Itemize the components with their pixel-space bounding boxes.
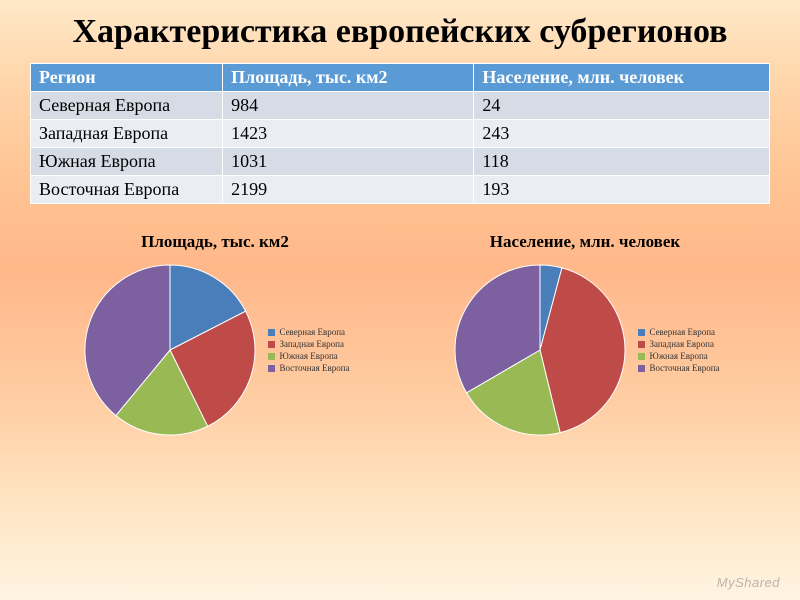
legend-swatch bbox=[268, 365, 275, 372]
chart-pop-box: Население, млн. человек Северная Европа З… bbox=[405, 232, 765, 440]
table-cell: Южная Европа bbox=[31, 148, 223, 176]
chart-pop-pie bbox=[450, 260, 630, 440]
legend-swatch bbox=[638, 365, 645, 372]
legend-swatch bbox=[268, 353, 275, 360]
table-row: Южная Европа1031118 bbox=[31, 148, 770, 176]
legend-swatch bbox=[268, 341, 275, 348]
chart-area-box: Площадь, тыс. км2 Северная Европа Западна… bbox=[35, 232, 395, 440]
chart-pop-body: Северная Европа Западная Европа Южная Евро… bbox=[450, 260, 719, 440]
legend-item: Восточная Европа bbox=[638, 363, 719, 373]
chart-pop-title: Население, млн. человек bbox=[490, 232, 680, 252]
legend-label: Северная Европа bbox=[279, 327, 345, 337]
table-cell: 24 bbox=[474, 92, 770, 120]
table-row: Западная Европа1423243 bbox=[31, 120, 770, 148]
legend-item: Западная Европа bbox=[638, 339, 719, 349]
table-cell: 1031 bbox=[223, 148, 474, 176]
table-row: Восточная Европа2199193 bbox=[31, 176, 770, 204]
charts-container: Площадь, тыс. км2 Северная Европа Западна… bbox=[30, 232, 770, 440]
table-body: Северная Европа98424Западная Европа14232… bbox=[31, 92, 770, 204]
table-cell: Западная Европа bbox=[31, 120, 223, 148]
page-title: Характеристика европейских субрегионов bbox=[30, 12, 770, 51]
chart-area-pie bbox=[80, 260, 260, 440]
legend-item: Восточная Европа bbox=[268, 363, 349, 373]
chart-area-legend: Северная Европа Западная Европа Южная Евро… bbox=[268, 325, 349, 375]
table-cell: 984 bbox=[223, 92, 474, 120]
legend-swatch bbox=[638, 353, 645, 360]
legend-label: Южная Европа bbox=[279, 351, 337, 361]
chart-area-title: Площадь, тыс. км2 bbox=[141, 232, 289, 252]
legend-item: Южная Европа bbox=[268, 351, 349, 361]
col-header-1: Площадь, тыс. км2 bbox=[223, 64, 474, 92]
table-cell: 193 bbox=[474, 176, 770, 204]
slide-root: Характеристика европейских субрегионов Р… bbox=[0, 0, 800, 600]
legend-label: Западная Европа bbox=[649, 339, 714, 349]
legend-label: Южная Европа bbox=[649, 351, 707, 361]
col-header-0: Регион bbox=[31, 64, 223, 92]
table-cell: 1423 bbox=[223, 120, 474, 148]
legend-label: Западная Европа bbox=[279, 339, 344, 349]
legend-item: Западная Европа bbox=[268, 339, 349, 349]
table-cell: Северная Европа bbox=[31, 92, 223, 120]
table-header-row: Регион Площадь, тыс. км2 Население, млн.… bbox=[31, 64, 770, 92]
data-table: Регион Площадь, тыс. км2 Население, млн.… bbox=[30, 63, 770, 204]
legend-item: Северная Европа bbox=[638, 327, 719, 337]
table-cell: 2199 bbox=[223, 176, 474, 204]
legend-label: Восточная Европа bbox=[649, 363, 719, 373]
legend-item: Северная Европа bbox=[268, 327, 349, 337]
legend-label: Северная Европа bbox=[649, 327, 715, 337]
legend-swatch bbox=[268, 329, 275, 336]
legend-swatch bbox=[638, 329, 645, 336]
table-cell: 118 bbox=[474, 148, 770, 176]
table-cell: 243 bbox=[474, 120, 770, 148]
chart-pop-legend: Северная Европа Западная Европа Южная Евро… bbox=[638, 325, 719, 375]
chart-area-body: Северная Европа Западная Европа Южная Евро… bbox=[80, 260, 349, 440]
col-header-2: Население, млн. человек bbox=[474, 64, 770, 92]
watermark: MyShared bbox=[717, 575, 780, 590]
legend-swatch bbox=[638, 341, 645, 348]
legend-item: Южная Европа bbox=[638, 351, 719, 361]
table-cell: Восточная Европа bbox=[31, 176, 223, 204]
table-row: Северная Европа98424 bbox=[31, 92, 770, 120]
legend-label: Восточная Европа bbox=[279, 363, 349, 373]
